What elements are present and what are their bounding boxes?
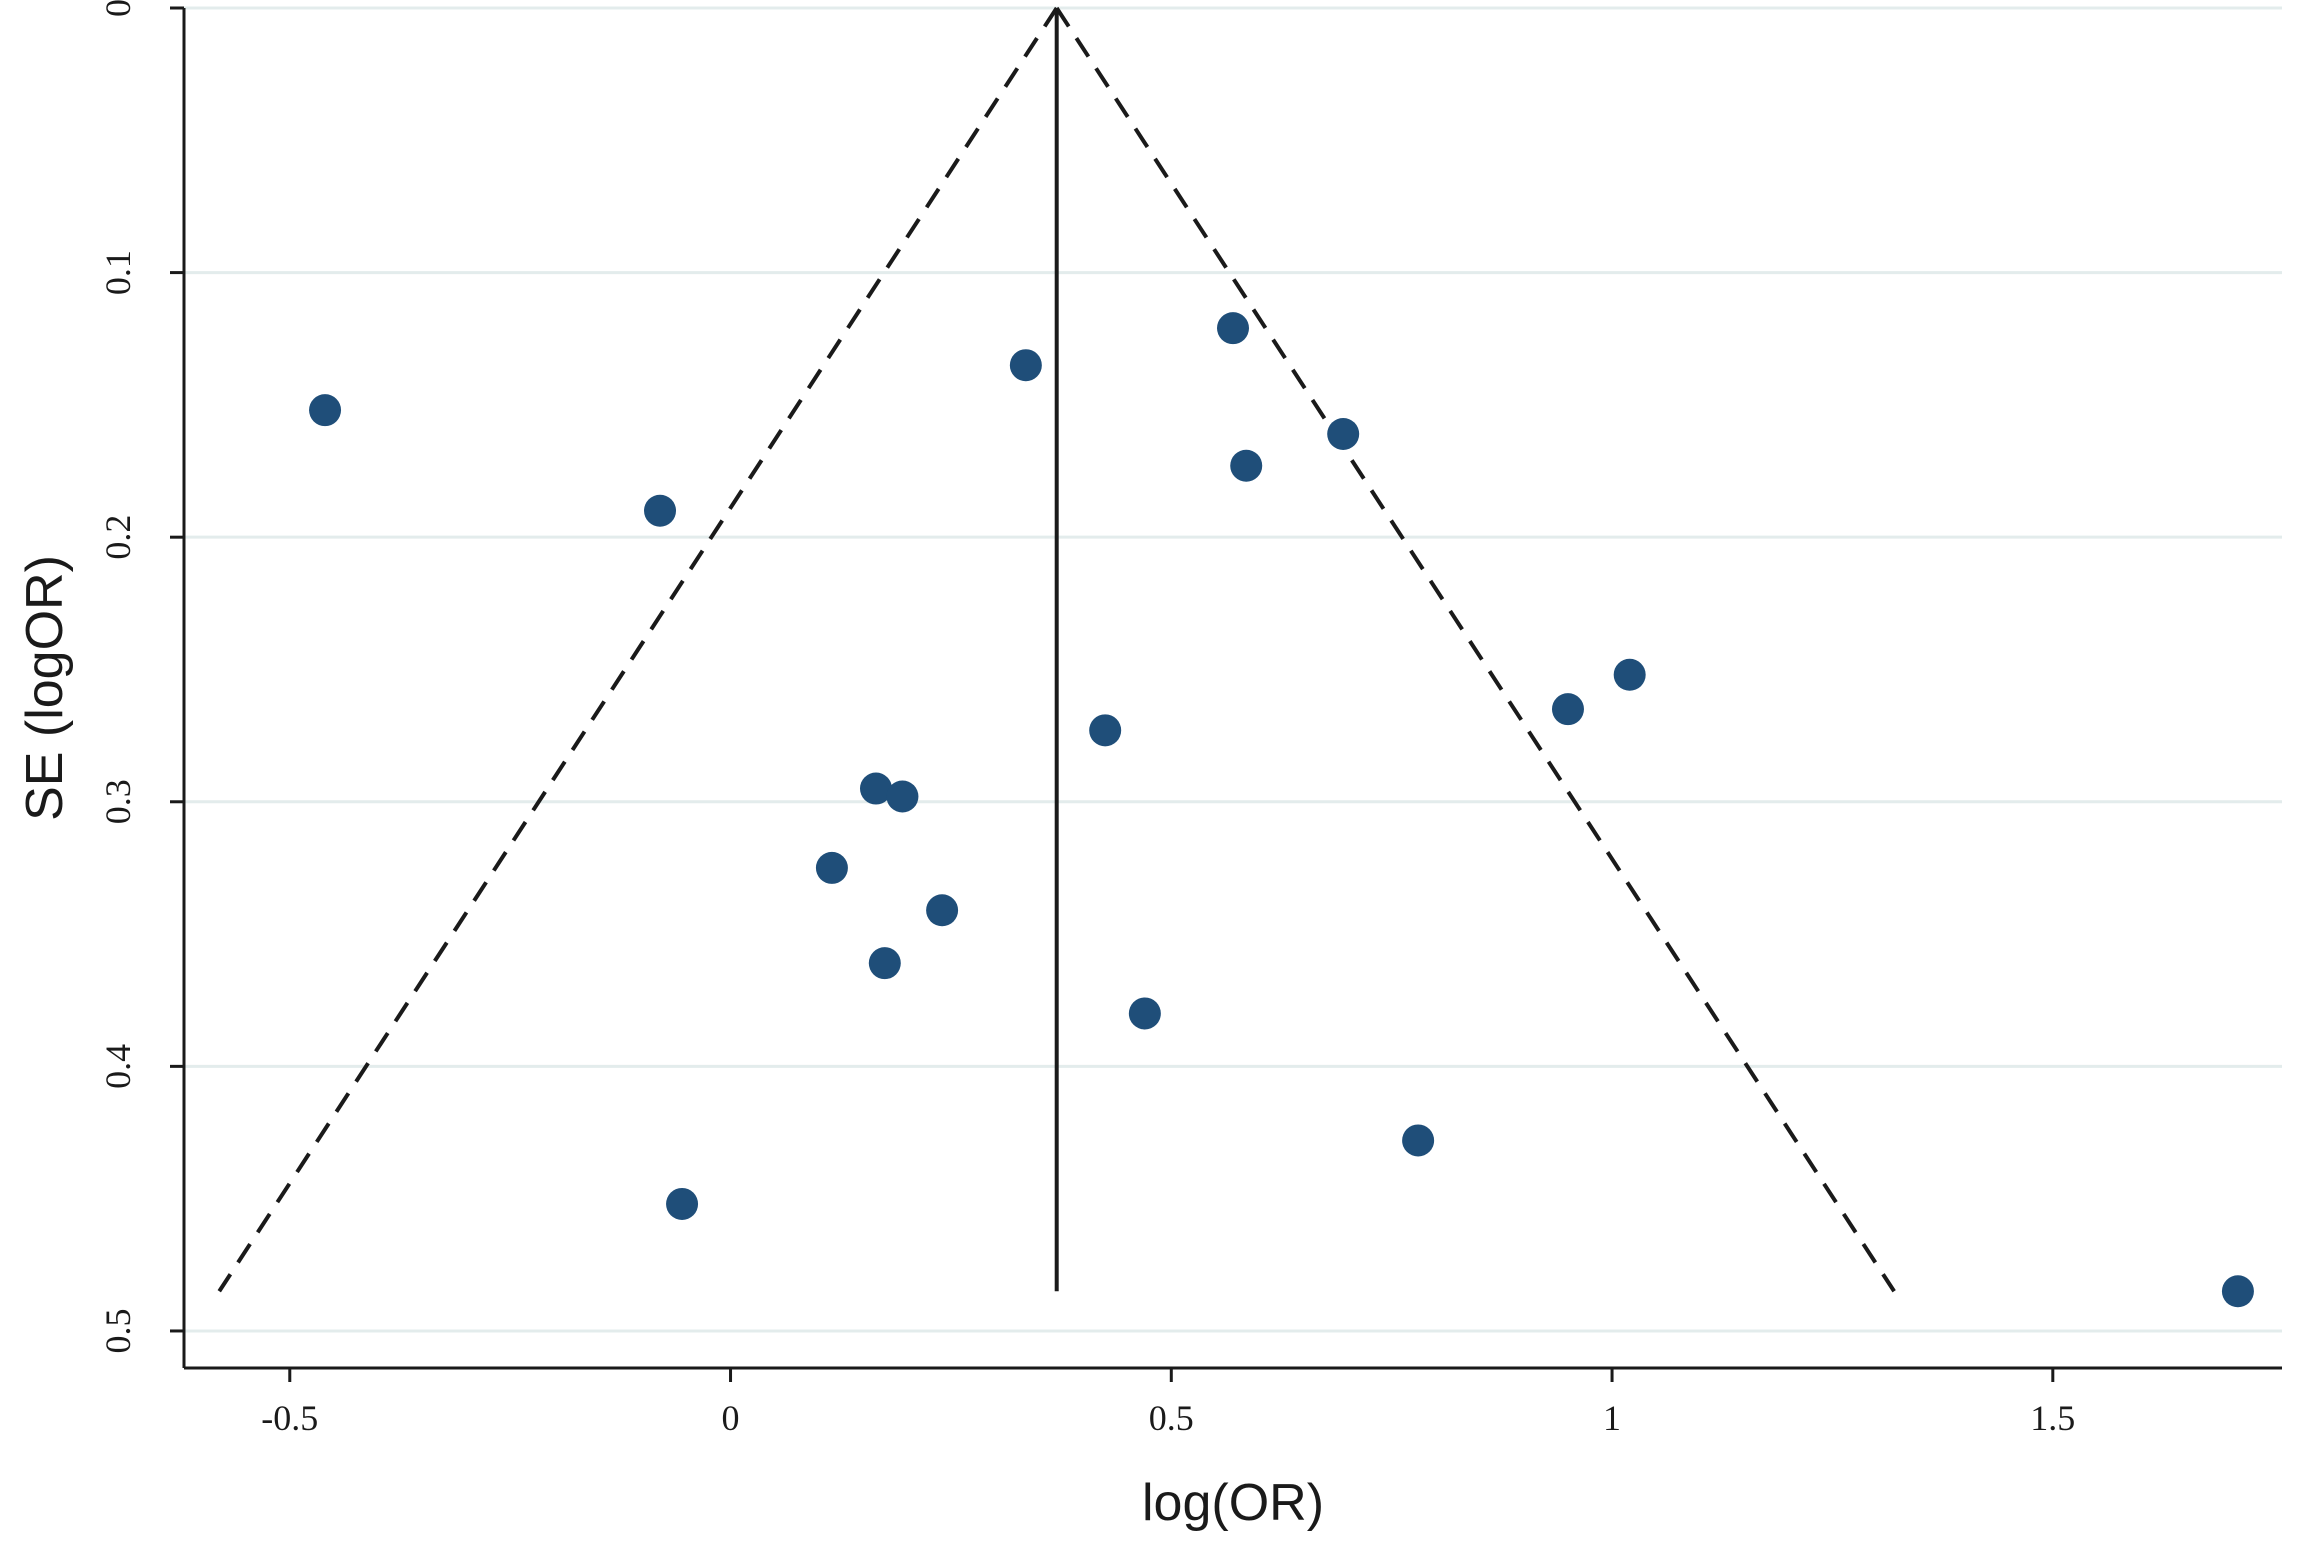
data-point-18 bbox=[2221, 1275, 2254, 1308]
data-point-3 bbox=[1009, 349, 1042, 382]
data-point-14 bbox=[868, 947, 901, 980]
data-point-7 bbox=[1089, 714, 1122, 747]
data-point-1 bbox=[309, 394, 342, 427]
y-tick-label: 0.2 bbox=[98, 515, 138, 560]
data-point-16 bbox=[1402, 1124, 1435, 1157]
x-tick-label: 0.5 bbox=[1149, 1398, 1194, 1438]
data-point-2 bbox=[644, 494, 677, 527]
data-point-10 bbox=[859, 772, 892, 805]
y-tick-label: 0.1 bbox=[98, 250, 138, 295]
y-tick-label: 0.4 bbox=[98, 1044, 138, 1089]
x-tick-label: 1 bbox=[1603, 1398, 1621, 1438]
x-tick-label: 0 bbox=[722, 1398, 740, 1438]
data-point-15 bbox=[1128, 997, 1161, 1030]
y-axis-label: SE (logOR) bbox=[16, 555, 74, 821]
x-tick-label: -0.5 bbox=[261, 1398, 318, 1438]
y-tick-label: 0.5 bbox=[98, 1308, 138, 1353]
data-point-8 bbox=[1551, 693, 1584, 726]
y-tick-label: 0.3 bbox=[98, 779, 138, 824]
data-point-4 bbox=[1217, 312, 1249, 345]
data-point-12 bbox=[815, 851, 848, 884]
data-point-17 bbox=[666, 1187, 699, 1220]
data-point-6 bbox=[1327, 417, 1360, 450]
data-point-11 bbox=[886, 780, 919, 813]
y-tick-label: 0 bbox=[98, 0, 138, 17]
data-point-9 bbox=[1613, 658, 1646, 691]
tick-labels: 0 0.1 0.2 0.3 0.4 0.5 -0.5 0 0.5 1 1.5 bbox=[98, 0, 2075, 1438]
funnel-left-dashed-line bbox=[217, 6, 1059, 1293]
funnel-lines bbox=[217, 6, 1896, 1293]
axes bbox=[170, 6, 2282, 1382]
funnel-right-dashed-line bbox=[1055, 6, 1896, 1293]
x-tick-label: 1.5 bbox=[2030, 1398, 2075, 1438]
x-axis-label: log(OR) bbox=[1142, 1474, 1324, 1532]
grid-lines bbox=[184, 6, 2282, 1333]
data-points bbox=[309, 312, 2254, 1308]
data-point-5 bbox=[1230, 449, 1263, 482]
data-point-13 bbox=[926, 894, 959, 927]
